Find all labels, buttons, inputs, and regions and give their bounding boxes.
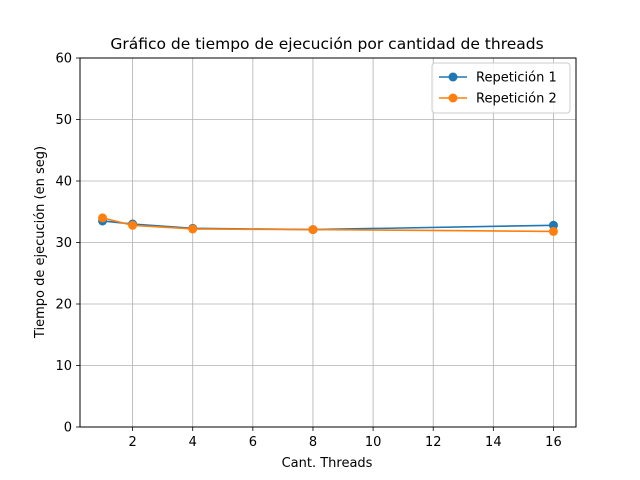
y-tick-label: 10 [55, 359, 72, 374]
y-tick-label: 30 [55, 236, 72, 251]
x-tick-label: 14 [485, 435, 502, 450]
x-axis-label: Cant. Threads [282, 456, 373, 471]
legend-item: Repetición 1 [439, 71, 557, 86]
x-tick-label: 12 [425, 435, 442, 450]
x-tick-label: 8 [309, 435, 317, 450]
data-point [548, 220, 558, 230]
y-tick-label: 50 [55, 113, 72, 128]
x-tick-label: 10 [365, 435, 382, 450]
series-2 [98, 213, 558, 236]
y-tick-label: 60 [55, 52, 72, 67]
x-tick-label: 4 [189, 435, 197, 450]
axes: 2 4 6 8 10 12 14 16 0 10 20 30 40 50 60 [55, 52, 561, 451]
y-axis-label: Tiempo de ejecución (en seg) [33, 146, 48, 339]
legend-label: Repetición 2 [476, 92, 557, 107]
legend-marker [448, 93, 458, 103]
y-tick-label: 0 [64, 421, 72, 436]
data-point [308, 225, 318, 235]
x-tick-label: 2 [128, 435, 136, 450]
data-point [548, 226, 558, 236]
legend-label: Repetición 1 [476, 71, 557, 86]
x-tick-label: 16 [545, 435, 562, 450]
series-layer [98, 213, 558, 236]
legend-item: Repetición 2 [439, 92, 557, 107]
y-tick-label: 40 [55, 175, 72, 190]
y-tick-label: 20 [55, 298, 72, 313]
x-tick-label: 6 [249, 435, 257, 450]
data-point [128, 220, 138, 230]
legend-box [431, 62, 571, 114]
legend: Repetición 1 Repetición 2 [431, 62, 571, 114]
data-point [188, 224, 198, 234]
data-point [98, 213, 108, 223]
legend-marker [448, 72, 458, 82]
chart-title: Gráfico de tiempo de ejecución por canti… [110, 35, 543, 53]
